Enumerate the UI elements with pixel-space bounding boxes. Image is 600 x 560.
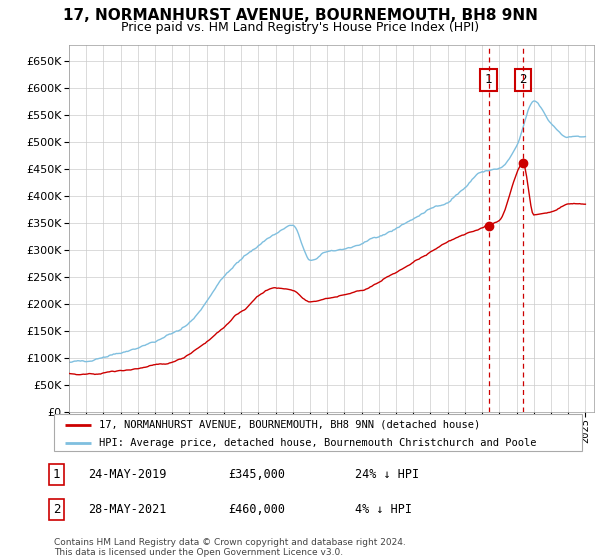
Text: £460,000: £460,000 <box>228 503 285 516</box>
Text: 1: 1 <box>485 73 493 86</box>
Text: HPI: Average price, detached house, Bournemouth Christchurch and Poole: HPI: Average price, detached house, Bour… <box>99 438 536 448</box>
FancyBboxPatch shape <box>54 414 582 451</box>
Text: 2: 2 <box>519 73 527 86</box>
Text: 17, NORMANHURST AVENUE, BOURNEMOUTH, BH8 9NN (detached house): 17, NORMANHURST AVENUE, BOURNEMOUTH, BH8… <box>99 419 480 430</box>
Text: 4% ↓ HPI: 4% ↓ HPI <box>355 503 412 516</box>
Text: Price paid vs. HM Land Registry's House Price Index (HPI): Price paid vs. HM Land Registry's House … <box>121 21 479 34</box>
Text: 24-MAY-2019: 24-MAY-2019 <box>88 468 167 481</box>
Text: Contains HM Land Registry data © Crown copyright and database right 2024.
This d: Contains HM Land Registry data © Crown c… <box>54 538 406 557</box>
Text: £345,000: £345,000 <box>228 468 285 481</box>
Text: 28-MAY-2021: 28-MAY-2021 <box>88 503 167 516</box>
Text: 1: 1 <box>53 468 61 481</box>
Text: 17, NORMANHURST AVENUE, BOURNEMOUTH, BH8 9NN: 17, NORMANHURST AVENUE, BOURNEMOUTH, BH8… <box>62 8 538 24</box>
Text: 2: 2 <box>53 503 61 516</box>
Text: 24% ↓ HPI: 24% ↓ HPI <box>355 468 419 481</box>
